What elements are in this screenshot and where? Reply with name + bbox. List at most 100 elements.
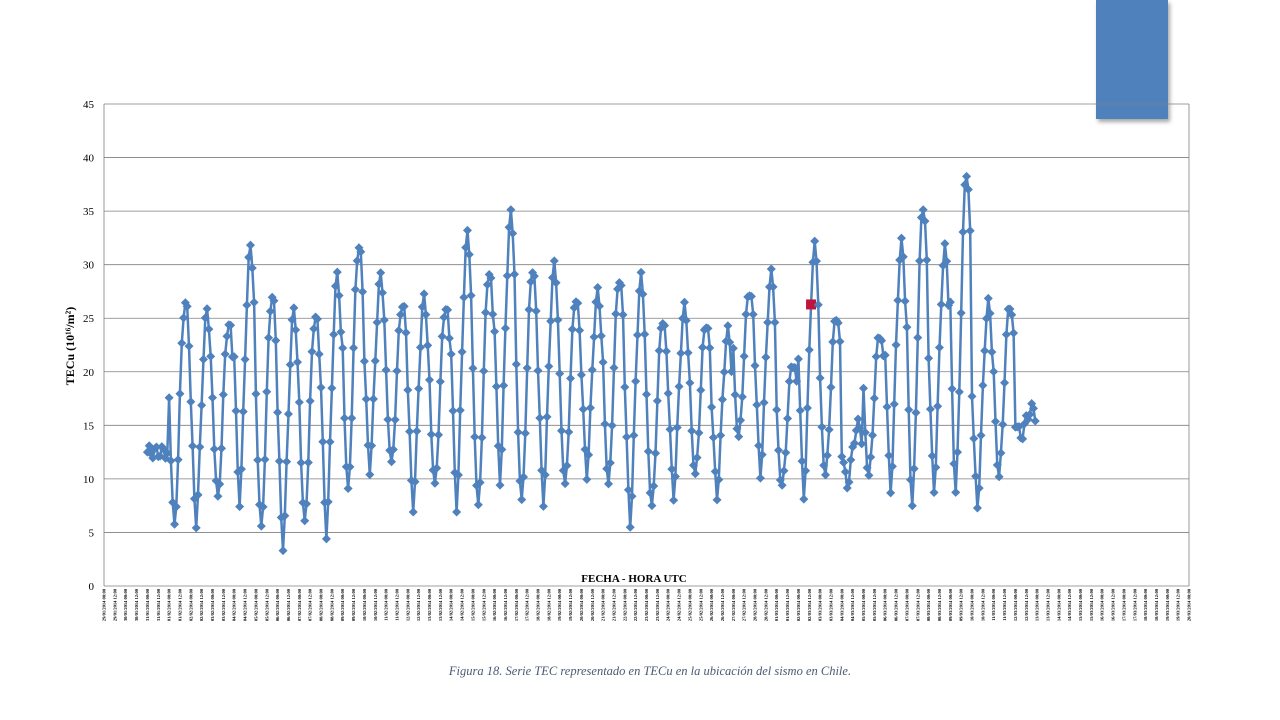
data-point: [481, 308, 491, 318]
x-tick-label: 18/02/2014 12:00: [546, 588, 551, 621]
data-point: [435, 377, 445, 387]
data-point: [913, 333, 923, 343]
data-point: [327, 383, 337, 393]
data-point: [989, 367, 999, 377]
x-tick-label: 24/02/2014 00:00: [666, 588, 671, 621]
data-point: [853, 414, 863, 424]
data-point: [358, 287, 368, 297]
data-point: [915, 256, 925, 266]
data-point: [835, 336, 845, 346]
data-point: [696, 385, 706, 395]
data-point: [173, 455, 183, 465]
data-point: [651, 448, 661, 458]
data-point: [1028, 403, 1038, 413]
data-point: [880, 350, 890, 360]
data-point: [594, 301, 604, 311]
x-tick-label: 17/02/2014 12:00: [525, 588, 530, 621]
x-tick-label: 27/02/2014 00:00: [731, 588, 736, 621]
data-point: [170, 519, 180, 529]
data-point: [511, 359, 521, 369]
data-point: [898, 252, 908, 262]
x-tick-label: 16/03/2014 00:00: [1100, 588, 1105, 621]
data-point: [629, 430, 639, 440]
data-point: [455, 405, 465, 415]
data-point: [479, 366, 489, 376]
data-point: [423, 340, 433, 350]
data-point: [365, 470, 375, 480]
data-point: [584, 450, 594, 460]
data-point: [849, 438, 859, 448]
data-point: [399, 301, 409, 311]
data-point: [761, 352, 771, 362]
data-point: [482, 280, 492, 290]
data-point: [813, 300, 823, 310]
y-tick-label: 30: [83, 260, 95, 272]
data-point: [750, 361, 760, 371]
data-point: [998, 420, 1008, 430]
data-point: [611, 309, 621, 319]
data-point: [410, 477, 420, 487]
data-point: [361, 394, 371, 404]
data-point: [269, 296, 279, 306]
data-point: [265, 306, 275, 316]
y-tick-label: 40: [83, 153, 95, 165]
data-point: [683, 348, 693, 358]
data-point: [437, 331, 447, 341]
data-point: [274, 456, 284, 466]
data-point: [580, 444, 590, 454]
x-tick-label: 07/02/2014 12:00: [308, 588, 313, 621]
x-tick-label: 03/02/2014 12:00: [221, 588, 226, 621]
data-point: [408, 507, 418, 517]
x-tick-label: 09/03/2014 00:00: [948, 588, 953, 621]
data-point: [347, 413, 357, 423]
data-point: [303, 457, 313, 467]
x-tick-label: 08/02/2014 00:00: [319, 588, 324, 621]
data-point: [1000, 378, 1010, 388]
data-point: [757, 450, 767, 460]
x-tick-label: 23/02/2014 12:00: [655, 588, 660, 621]
data-point: [781, 448, 791, 458]
x-tick-label: 13/02/2014 00:00: [427, 588, 432, 621]
data-point: [294, 397, 304, 407]
data-point: [540, 470, 550, 480]
y-tick-label: 35: [83, 206, 95, 218]
data-point: [459, 292, 469, 302]
x-tick-label: 30/01/2014 00:00: [123, 588, 128, 621]
data-point: [774, 445, 784, 455]
data-point: [475, 477, 485, 487]
x-tick-label: 02/03/2014 00:00: [796, 588, 801, 621]
x-tick-label: 10/02/2014 12:00: [373, 588, 378, 621]
x-tick-label: 14/02/2014 00:00: [449, 588, 454, 621]
data-point: [381, 365, 391, 375]
data-point: [182, 301, 192, 311]
data-point: [690, 469, 700, 479]
data-point: [356, 247, 366, 257]
data-point: [1007, 310, 1017, 320]
data-point: [500, 323, 510, 333]
data-point: [877, 336, 887, 346]
data-point: [746, 291, 756, 301]
data-point: [936, 299, 946, 309]
data-point: [810, 236, 820, 246]
x-tick-label: 08/02/2014 12:00: [329, 588, 334, 621]
data-point: [338, 343, 348, 353]
data-point: [951, 487, 961, 497]
data-point: [578, 404, 588, 414]
data-point: [971, 471, 981, 481]
x-tick-label: 11/02/2014 00:00: [384, 588, 389, 621]
data-point: [748, 309, 758, 319]
x-axis-title: FECHA - HORA UTC: [581, 573, 686, 585]
data-point: [213, 491, 223, 501]
data-point: [904, 405, 914, 415]
x-tick-labels: 29/01/2014 00:00 29/01/2014 12:00 30/01/20…: [102, 588, 1192, 621]
data-point: [542, 412, 552, 422]
x-tick-label: 06/03/2014 12:00: [894, 588, 899, 621]
data-point: [372, 317, 382, 327]
data-point: [289, 303, 299, 313]
x-tick-label: 12/02/2014 00:00: [405, 588, 410, 621]
data-point: [600, 419, 610, 429]
data-point: [218, 390, 228, 400]
data-point: [669, 495, 679, 505]
x-tick-label: 03/02/2014 00:00: [210, 588, 215, 621]
data-point: [949, 459, 959, 469]
